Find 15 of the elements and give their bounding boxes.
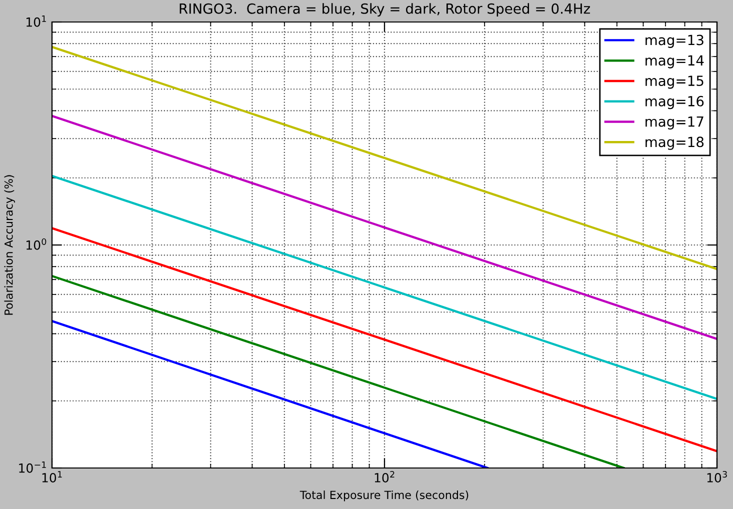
legend-label: mag=16 — [646, 96, 704, 110]
x-axis-title: Total Exposure Time (seconds) — [300, 490, 468, 502]
y-axis-title: Polarization Accuracy (%) — [4, 175, 15, 315]
y-tick-label: 10$^{1}$ — [26, 16, 46, 27]
legend-label: mag=17 — [646, 116, 704, 130]
y-tick-label: 10$^{0}$ — [26, 238, 46, 250]
legend-label: mag=14 — [646, 55, 704, 68]
legend-label: mag=15 — [646, 76, 704, 89]
legend-label: mag=13 — [646, 34, 704, 48]
chart-title: RINGO3. Camera = blue, Sky = dark, Rotor Speed = 0.4Hz — [180, 3, 590, 17]
x-tick-label: 10$^{1}$ — [42, 471, 62, 482]
legend-label: mag=18 — [646, 136, 704, 150]
y-tick-label: 10$^{−1}$ — [19, 462, 46, 473]
x-tick-label: 10$^{2}$ — [374, 470, 394, 482]
x-tick-label: 10$^{3}$ — [707, 470, 727, 482]
